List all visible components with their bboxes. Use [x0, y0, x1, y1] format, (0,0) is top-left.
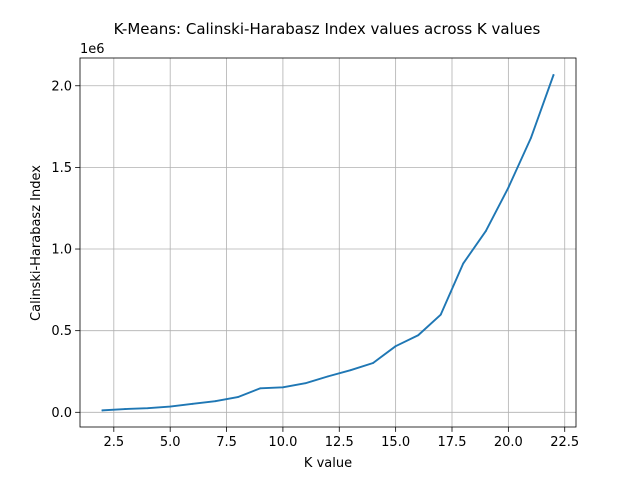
grid-layer: [80, 58, 576, 427]
data-point: [530, 137, 532, 139]
data-point: [259, 387, 262, 390]
tick-layer: 2.5 5.0 7.5 10.0 12.5 15.0 17.5 20.0 22.5 0.0 0.5 1…: [51, 79, 579, 450]
x-tick-label: 15.0: [381, 435, 410, 450]
data-point: [236, 396, 239, 399]
x-tick-label: 20.0: [494, 435, 523, 450]
data-point: [282, 386, 284, 389]
data-point: [349, 369, 352, 372]
data-point: [327, 375, 329, 378]
x-tick-label: 12.5: [325, 435, 354, 450]
data-point: [394, 345, 397, 348]
data-point: [101, 409, 104, 412]
data-point: [146, 407, 149, 410]
data-point: [214, 400, 217, 403]
y-tick-label: 1.0: [51, 243, 72, 258]
data-point: [372, 362, 374, 364]
y-tick-label: 0.0: [51, 406, 72, 421]
x-axis-label: K value: [304, 456, 352, 471]
y-tick-label: 0.5: [51, 324, 72, 339]
x-tick-label: 22.5: [550, 435, 579, 450]
x-tick-label: 5.0: [160, 435, 181, 450]
data-point: [304, 382, 307, 385]
data-point: [439, 313, 442, 316]
x-tick-label: 17.5: [438, 435, 467, 450]
data-point: [552, 74, 555, 77]
data-point: [417, 334, 420, 337]
data-point: [507, 186, 510, 189]
data-point: [169, 405, 172, 408]
x-tick-label: 10.0: [268, 435, 297, 450]
chart-title: K-Means: Calinski-Harabasz Index values …: [114, 20, 541, 38]
data-point: [191, 402, 194, 405]
data-point: [124, 408, 126, 410]
data-point: [484, 230, 487, 232]
x-tick-label: 7.5: [216, 435, 237, 450]
y-axis-label: Calinski-Harabasz Index: [29, 165, 44, 321]
y-tick-label: 2.0: [51, 79, 72, 94]
series-layer: [101, 73, 555, 412]
plot-frame: [79, 57, 577, 428]
x-tick-label: 2.5: [103, 435, 124, 450]
y-tick-label: 1.5: [51, 161, 72, 176]
y-axis-scale-label: 1e6: [80, 42, 105, 57]
data-point: [462, 262, 465, 265]
